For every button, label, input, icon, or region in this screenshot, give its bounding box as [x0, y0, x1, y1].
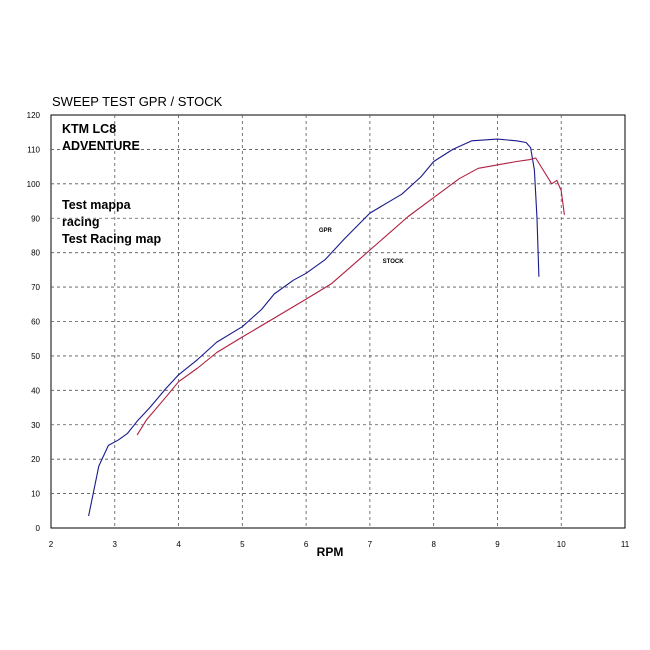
- plot-frame: [50, 114, 626, 529]
- series-line-stock: [136, 157, 565, 436]
- y-tick-label: 110: [27, 145, 40, 154]
- y-tick-label: 60: [31, 318, 40, 327]
- chart-title: SWEEP TEST GPR / STOCK: [52, 94, 223, 109]
- series-labels: GPR STOCK: [319, 228, 404, 265]
- x-tick-label: 3: [113, 540, 118, 549]
- series-label-gpr: GPR: [319, 228, 333, 234]
- annotations: KTM LC8 ADVENTURE Test mappa racing Test…: [62, 122, 161, 246]
- x-tick-label: 8: [431, 540, 436, 549]
- y-tick-label: 10: [31, 490, 40, 499]
- grid: [51, 115, 625, 528]
- x-tick-label: 9: [495, 540, 500, 549]
- x-tick-label: 2: [49, 540, 54, 549]
- y-tick-label: 120: [27, 111, 41, 120]
- x-tick-label: 11: [621, 540, 630, 549]
- annotation-test-racing-map: Test Racing map: [62, 232, 161, 246]
- y-tick-label: 0: [36, 524, 41, 533]
- y-tick-label: 50: [31, 352, 40, 361]
- x-tick-label: 7: [368, 540, 373, 549]
- series-lines: [88, 138, 565, 517]
- y-tick-label: 80: [31, 249, 40, 258]
- x-tick-label: 4: [176, 540, 181, 549]
- y-tick-label: 30: [31, 421, 40, 430]
- y-tick-label: 40: [31, 386, 40, 395]
- y-tick-label: 20: [31, 455, 40, 464]
- annotation-model: KTM LC8: [62, 122, 116, 136]
- x-tick-label: 10: [557, 540, 566, 549]
- x-tick-label: 5: [240, 540, 245, 549]
- y-tick-label: 70: [31, 283, 40, 292]
- series-line-gpr: [88, 138, 540, 517]
- y-tick-label: 100: [27, 180, 41, 189]
- x-tick-label: 6: [304, 540, 309, 549]
- y-tick-label: 90: [31, 214, 40, 223]
- annotation-racing: racing: [62, 215, 100, 229]
- annotation-test-mappa: Test mappa: [62, 198, 132, 212]
- x-axis-label: RPM: [317, 545, 344, 559]
- annotation-variant: ADVENTURE: [62, 139, 140, 153]
- series-label-stock: STOCK: [383, 259, 405, 265]
